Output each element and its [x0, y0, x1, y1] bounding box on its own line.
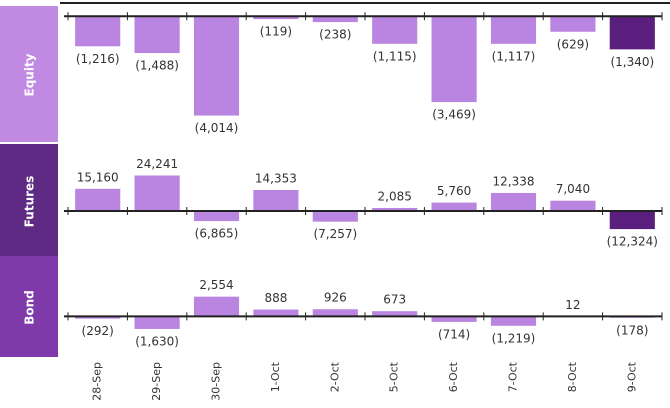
bar [609, 16, 655, 50]
value-label: (178) [616, 323, 648, 337]
bar [431, 202, 477, 212]
bar [253, 189, 299, 212]
value-label: (1,340) [610, 55, 654, 69]
value-label: 888 [264, 291, 287, 305]
value-label: 15,160 [77, 170, 119, 184]
value-label: (714) [438, 327, 470, 341]
value-label: (629) [557, 37, 589, 51]
bar [372, 207, 418, 212]
value-label: (6,865) [195, 227, 239, 241]
x-tick-label: 6-Oct [447, 361, 460, 392]
value-label: 5,760 [437, 184, 471, 198]
value-label: (1,630) [135, 334, 179, 348]
panel-label-band [0, 144, 58, 257]
bar [75, 188, 121, 212]
panel-label: Equity [23, 53, 37, 96]
bar [431, 316, 477, 322]
x-tick-label: 2-Oct [328, 361, 341, 392]
panel-label: Bond [23, 290, 37, 325]
bar [193, 296, 240, 317]
value-label: 673 [383, 293, 406, 307]
value-label: 2,085 [378, 189, 412, 203]
bar [490, 192, 537, 212]
x-tick-label: 30-Sep [210, 362, 223, 401]
bar [490, 316, 537, 326]
value-label: 926 [324, 291, 347, 305]
bar [75, 16, 121, 47]
panel-label: Futures [23, 176, 37, 228]
value-label: (292) [82, 324, 114, 338]
bar [312, 211, 358, 222]
panel-label-band [0, 6, 58, 142]
value-label: 2,554 [199, 278, 233, 292]
value-label: (1,216) [76, 52, 120, 66]
bar [550, 16, 596, 32]
bar [431, 16, 477, 103]
value-label: (12,324) [607, 235, 658, 249]
bar [490, 16, 537, 44]
bar [312, 309, 358, 317]
value-label: 12,338 [493, 174, 535, 188]
bar [193, 211, 240, 222]
bar [372, 16, 418, 44]
value-label: (1,219) [492, 331, 536, 345]
panel-label-band [0, 256, 58, 357]
bar [550, 200, 596, 212]
bar [193, 16, 240, 116]
value-label: (238) [319, 28, 351, 42]
value-label: 7,040 [556, 182, 590, 196]
bar [75, 316, 121, 319]
bar [372, 311, 418, 317]
value-label: (1,488) [135, 59, 179, 73]
value-label: (3,469) [432, 108, 476, 122]
bar [134, 175, 180, 212]
value-label: 14,353 [255, 171, 297, 185]
bar [253, 16, 299, 20]
value-label: (119) [260, 25, 292, 39]
value-label: (7,257) [313, 227, 357, 241]
x-tick-label: 5-Oct [388, 361, 401, 392]
x-tick-label: 8-Oct [566, 361, 579, 392]
bar [312, 16, 358, 23]
value-label: (1,115) [373, 49, 417, 63]
x-tick-label: 9-Oct [625, 361, 638, 392]
value-label: 24,241 [136, 157, 178, 171]
x-tick-label: 1-Oct [269, 361, 282, 392]
bar [609, 211, 655, 230]
bar [134, 16, 180, 54]
x-tick-label: 7-Oct [507, 361, 520, 392]
value-label: (1,117) [492, 49, 536, 63]
x-tick-label: 29-Sep [150, 362, 163, 401]
x-tick-label: 28-Sep [91, 362, 104, 401]
value-label: (4,014) [195, 121, 239, 135]
value-label: 12 [565, 298, 580, 312]
bar [134, 316, 180, 329]
bar [253, 309, 299, 317]
